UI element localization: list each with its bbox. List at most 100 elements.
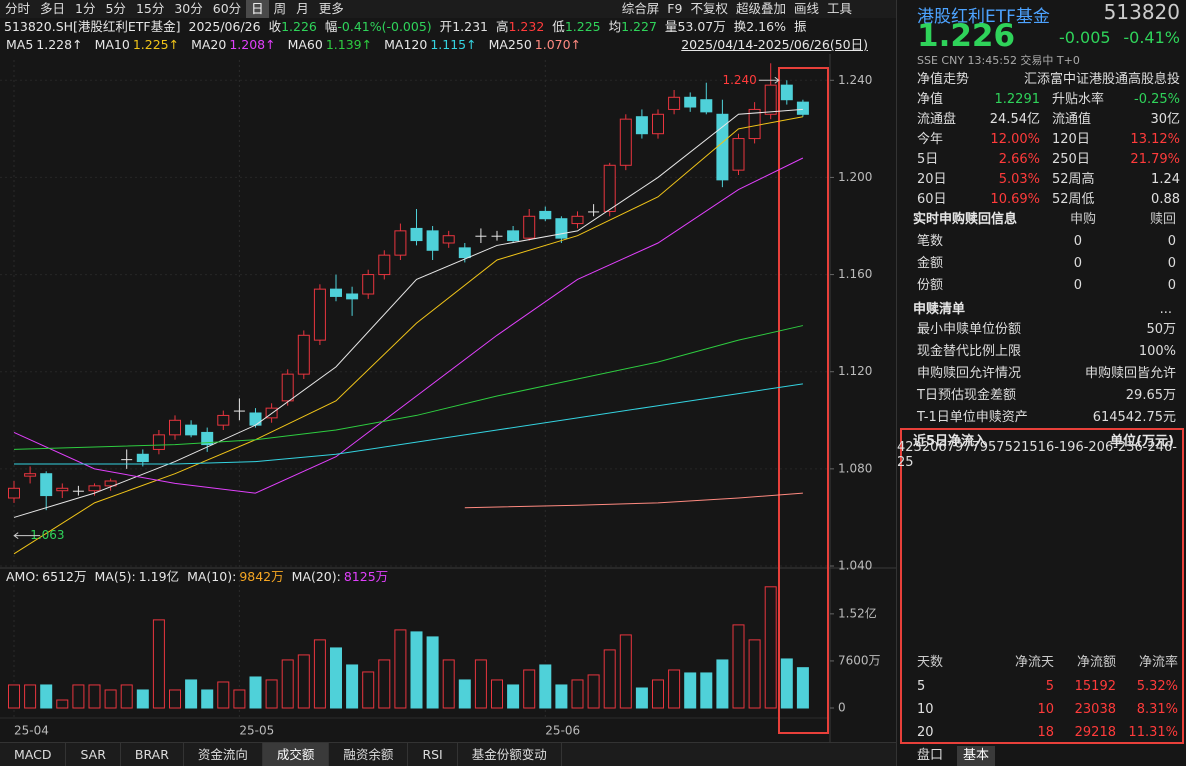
- period-tab[interactable]: 分时: [5, 1, 31, 16]
- candle-body: [458, 247, 471, 259]
- stat-label: 净值: [917, 92, 944, 107]
- value-label: 977: [954, 440, 980, 455]
- legend-value: 1.19亿: [138, 569, 180, 584]
- tool-button[interactable]: F9: [667, 1, 683, 16]
- candle-body: [764, 84, 777, 115]
- quote-value: 1.227: [621, 19, 657, 34]
- indicator-tab[interactable]: SAR: [66, 743, 121, 766]
- tool-button[interactable]: 不复权: [690, 1, 728, 16]
- table-cell: 23038: [1074, 702, 1116, 717]
- bar: [297, 654, 310, 709]
- bar: [265, 679, 278, 709]
- period-tab[interactable]: 30分: [174, 1, 203, 16]
- row-label: 份额: [917, 278, 944, 293]
- indicator-tab[interactable]: RSI: [408, 743, 458, 766]
- bar: [732, 624, 745, 709]
- ma-value: 1.115↑: [430, 37, 477, 52]
- table-cell: 5.32%: [1136, 679, 1178, 694]
- period-tab[interactable]: 5分: [105, 1, 126, 16]
- stat-label: 升贴水率: [1052, 92, 1105, 107]
- quote-value: 2.16%: [746, 19, 786, 34]
- ma-value: 1.070↑: [534, 37, 582, 52]
- bar: [474, 659, 487, 709]
- indicator-tab[interactable]: 基金份额变动: [458, 743, 562, 766]
- row-value: 0: [1073, 256, 1082, 271]
- legend-label: MA(10):: [187, 569, 237, 584]
- panel-tab[interactable]: 基本: [957, 746, 996, 766]
- ma-line: [14, 383, 803, 465]
- quote-value: 1.231: [452, 19, 488, 34]
- panel-tab[interactable]: 盘口: [917, 748, 944, 763]
- candle-body: [619, 118, 632, 166]
- candle-body: [668, 96, 681, 110]
- stat-value: 24.54亿: [989, 112, 1040, 127]
- bar: [587, 674, 600, 709]
- period-tab[interactable]: 月: [296, 1, 309, 16]
- quote-label: 换: [733, 19, 747, 34]
- candle-body: [442, 235, 455, 244]
- chart-unit: 单位(万元): [1110, 434, 1174, 449]
- candle-body: [426, 230, 439, 251]
- candle-body: [8, 487, 20, 499]
- stat-label: 60日: [917, 192, 947, 207]
- row-value: 0: [1167, 256, 1176, 271]
- period-tab[interactable]: 15分: [135, 1, 165, 16]
- value-label: 9575: [979, 440, 1013, 455]
- row-value: 100%: [1138, 344, 1176, 359]
- indicator-tab[interactable]: 融资余额: [329, 743, 409, 766]
- period-tab[interactable]: 1分: [75, 1, 96, 16]
- candle-body: [330, 288, 342, 297]
- row-label: 现金替代比例上限: [917, 344, 1022, 359]
- date-range: 2025/04/14-2025/06/26(50日): [681, 37, 868, 52]
- tool-button[interactable]: 工具: [826, 1, 852, 16]
- quote-label: 均: [608, 19, 622, 34]
- bar: [539, 664, 552, 709]
- table-header: 天数: [917, 655, 944, 670]
- period-tab[interactable]: 日: [246, 0, 269, 18]
- x-tick-label: 6-20: [1075, 440, 1105, 455]
- value-label: 2067: [921, 440, 955, 455]
- indicator-tab[interactable]: 成交额: [262, 743, 330, 766]
- indicator-tabs: MACD SAR BRAR 资金流向 成交额 融资余额 RSI 基金份额变动: [0, 742, 896, 766]
- tool-button[interactable]: 超级叠加: [735, 1, 786, 16]
- quote-label: 量: [664, 19, 678, 34]
- bar: [748, 639, 761, 709]
- candle-body: [104, 480, 117, 487]
- annotation-arrow: [758, 76, 780, 84]
- y-tick-label: 1.120: [838, 364, 872, 378]
- price-annotation: 1.240: [722, 73, 756, 87]
- row-label: T日预估现金差额: [917, 388, 1016, 403]
- row-label: 金额: [917, 256, 944, 271]
- bar: [330, 647, 342, 709]
- bar: [684, 672, 697, 709]
- candle-body: [780, 84, 793, 101]
- indicator-tab[interactable]: MACD: [0, 743, 67, 766]
- period-tab[interactable]: 更多: [318, 1, 344, 16]
- last-price: 1.226: [917, 18, 1016, 54]
- period-tab[interactable]: 60分: [212, 1, 242, 16]
- period-tab[interactable]: 多日: [40, 1, 66, 16]
- candle-body: [603, 164, 616, 212]
- stat-value: 0.88: [1151, 192, 1180, 207]
- x-tick-label: 25-06: [545, 724, 580, 738]
- y-tick-label: 1.160: [838, 267, 872, 281]
- table-cell: 5: [1045, 679, 1054, 694]
- quote-value: -0.41%(-0.005): [337, 19, 432, 34]
- ma-name: MA250: [488, 37, 532, 52]
- period-tab[interactable]: 周: [273, 1, 287, 16]
- candle-body: [233, 410, 245, 412]
- tool-button[interactable]: 综合屏: [621, 1, 660, 16]
- legend-value: 8125万: [343, 569, 389, 584]
- tool-button[interactable]: 画线: [793, 1, 819, 16]
- bar: [233, 689, 246, 709]
- bar: [700, 672, 713, 709]
- candle-body: [56, 487, 69, 492]
- quote-label: 收: [268, 19, 282, 34]
- indicator-tab[interactable]: 资金流向: [184, 743, 263, 766]
- row-value: 50万: [1146, 322, 1176, 337]
- bar: [281, 659, 294, 709]
- quote-bar: 513820.SH[港股红利ETF基金] 2025/06/26 收 1.226 幅 -0.…: [0, 18, 896, 36]
- highlight-box: [778, 67, 829, 734]
- indicator-tab[interactable]: BRAR: [121, 743, 184, 766]
